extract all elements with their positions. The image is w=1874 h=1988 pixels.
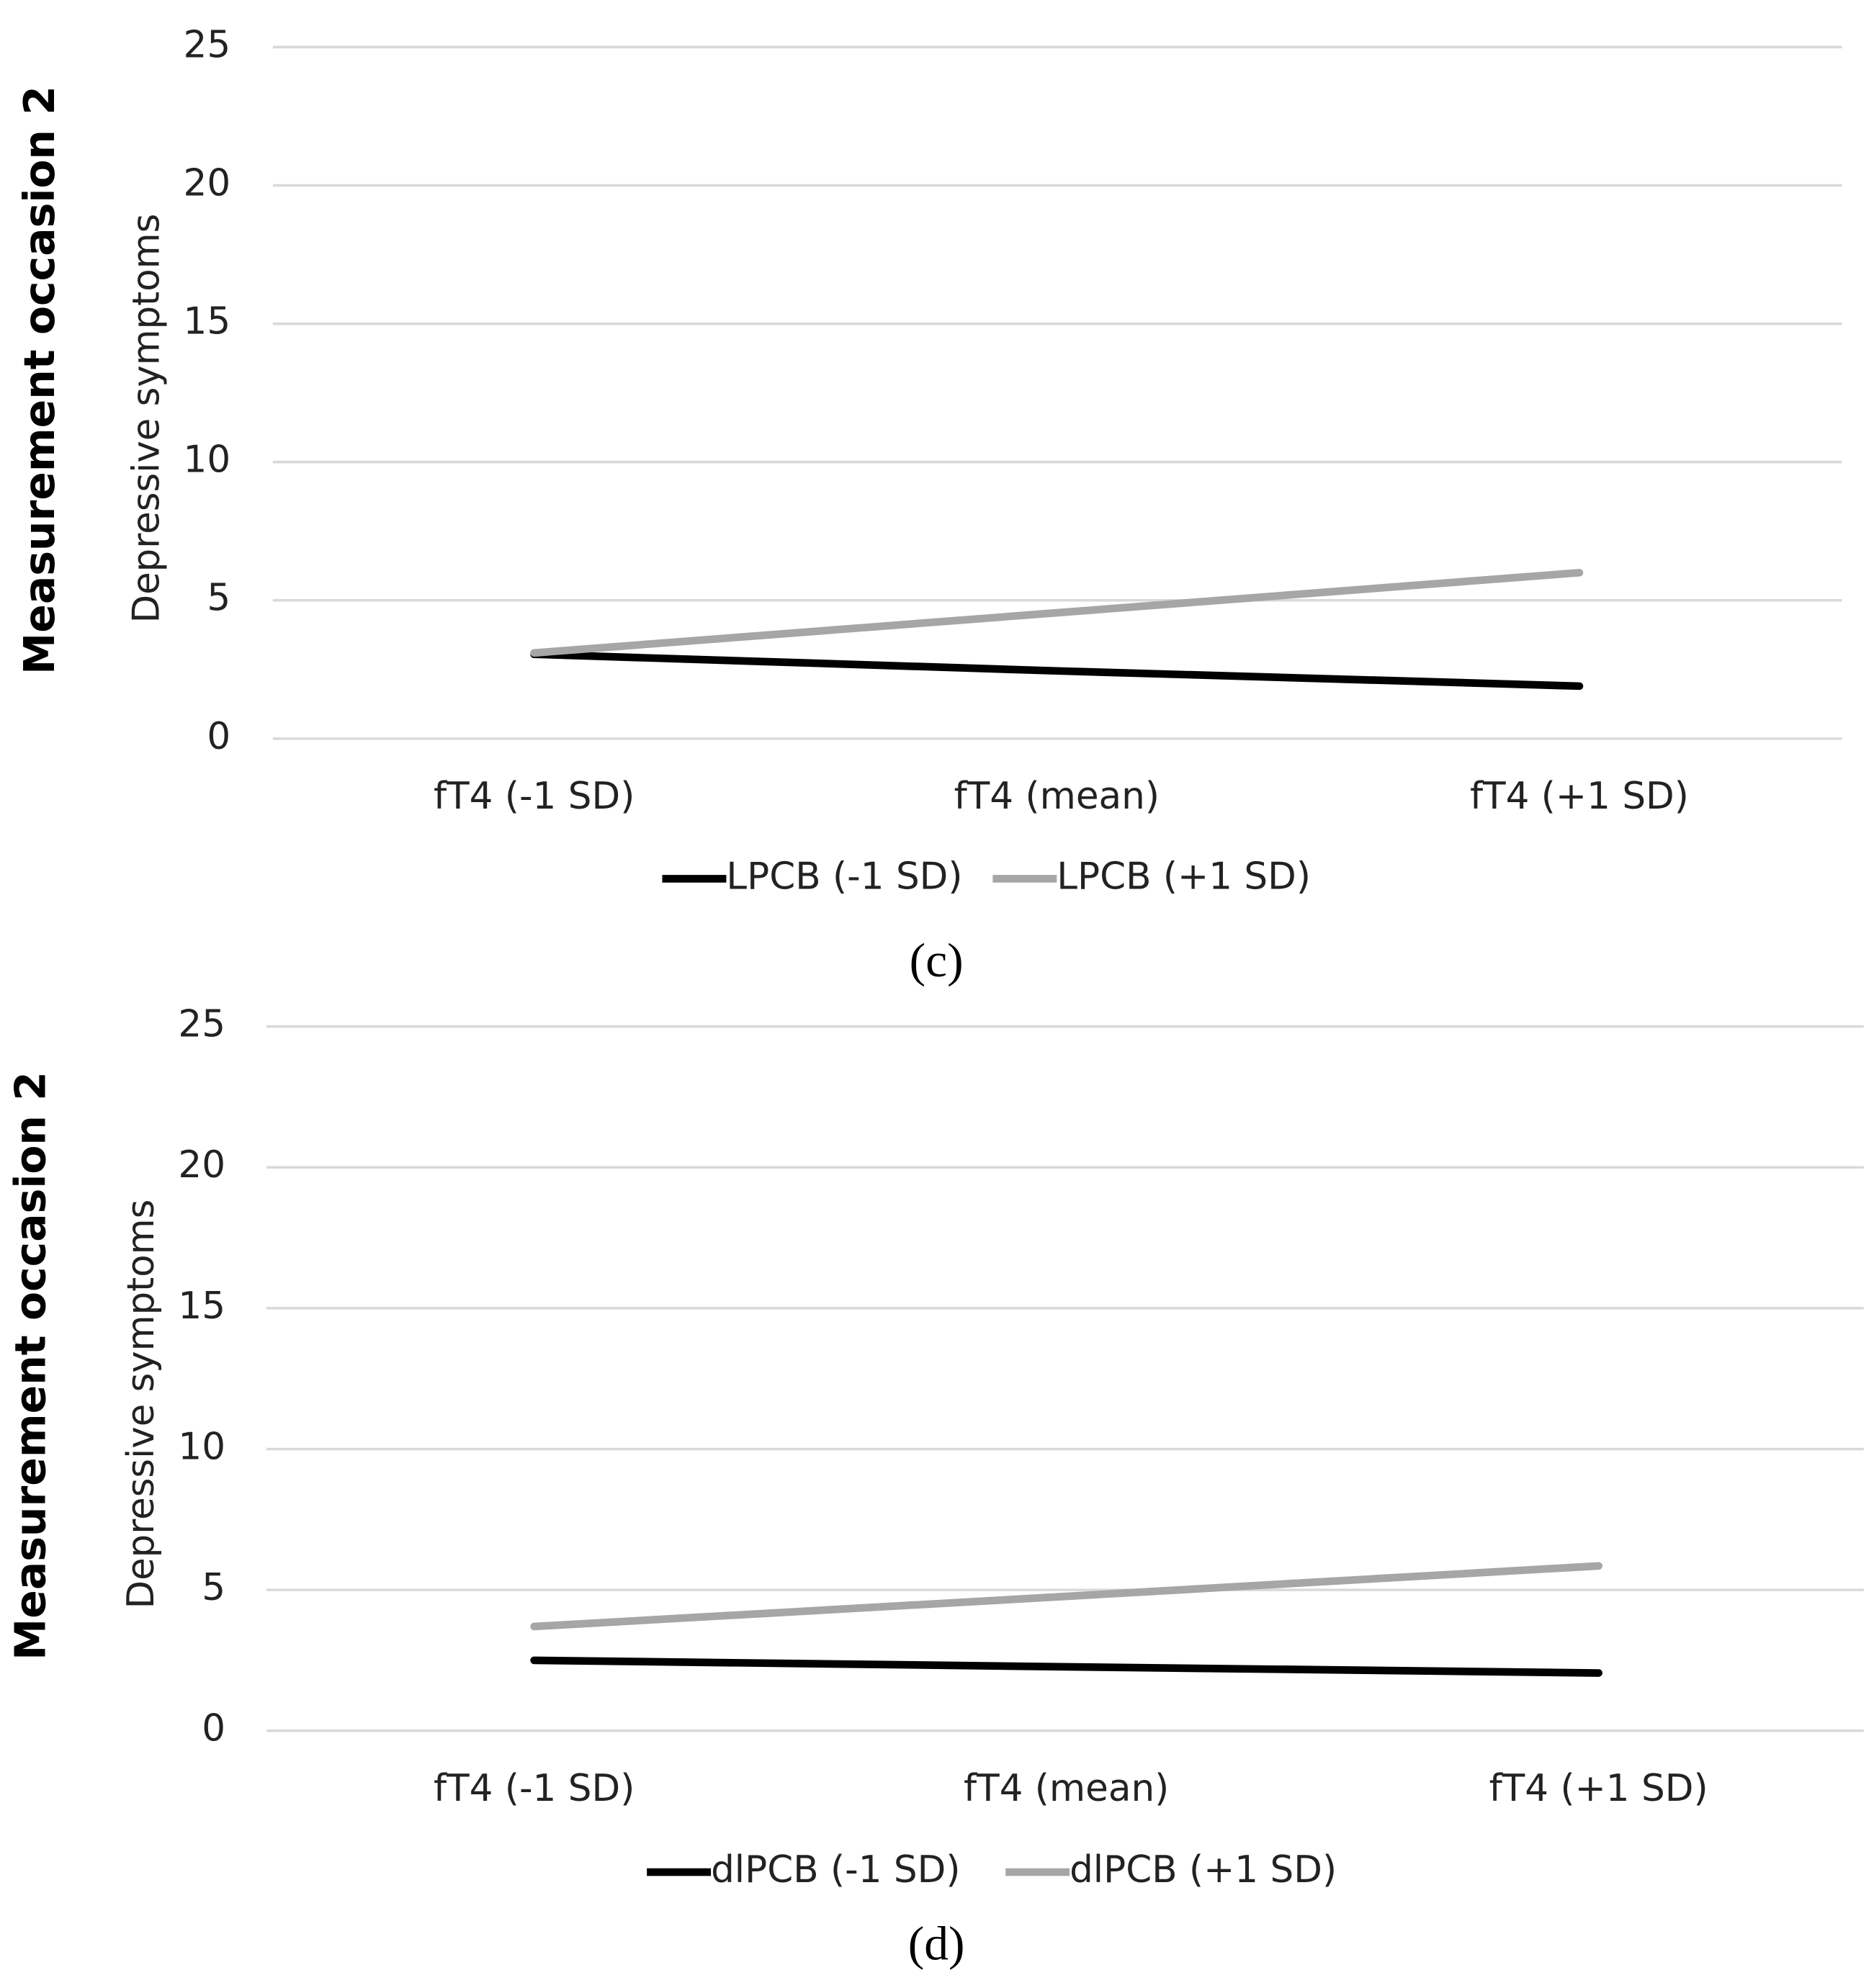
y-tick-label: 15 [184,300,231,343]
y-tick-label: 20 [184,162,231,205]
x-tick-label: fT4 (mean) [954,775,1160,818]
x-tick-label: fT4 (+1 SD) [1470,775,1689,818]
y-tick-label: 0 [202,1707,225,1750]
y-tick-label: 25 [184,24,231,67]
panel-caption: (d) [908,1917,965,1971]
y-tick-label: 10 [184,438,231,482]
data-line [530,1656,1602,1677]
data-line [530,569,1584,657]
panel-caption: (c) [910,933,964,987]
y-tick-label: 20 [178,1143,225,1187]
y-tick-label: 5 [207,577,230,620]
y-tick-label: 0 [207,715,230,758]
x-tick-label: fT4 (-1 SD) [434,775,635,818]
legend-label: LPCB (+1 SD) [1057,855,1311,899]
legend-label: LPCB (-1 SD) [726,855,962,899]
x-tick-label: fT4 (-1 SD) [434,1767,635,1810]
y-tick-label: 5 [202,1566,225,1609]
side-label: Measurement occasion 2 [6,1071,55,1660]
y-axis-title: Depressive symptoms [125,214,168,624]
legend-label: dlPCB (+1 SD) [1070,1848,1337,1892]
data-line [530,650,1584,691]
side-label: Measurement occasion 2 [15,86,64,675]
y-axis-title: Depressive symptoms [120,1200,163,1609]
legend-label: dlPCB (-1 SD) [711,1848,960,1892]
data-line [530,1562,1602,1631]
y-tick-label: 25 [178,1003,225,1046]
x-tick-label: fT4 (mean) [964,1767,1169,1810]
y-tick-label: 15 [178,1285,225,1328]
y-tick-label: 10 [178,1426,225,1469]
x-tick-label: fT4 (+1 SD) [1489,1767,1708,1810]
